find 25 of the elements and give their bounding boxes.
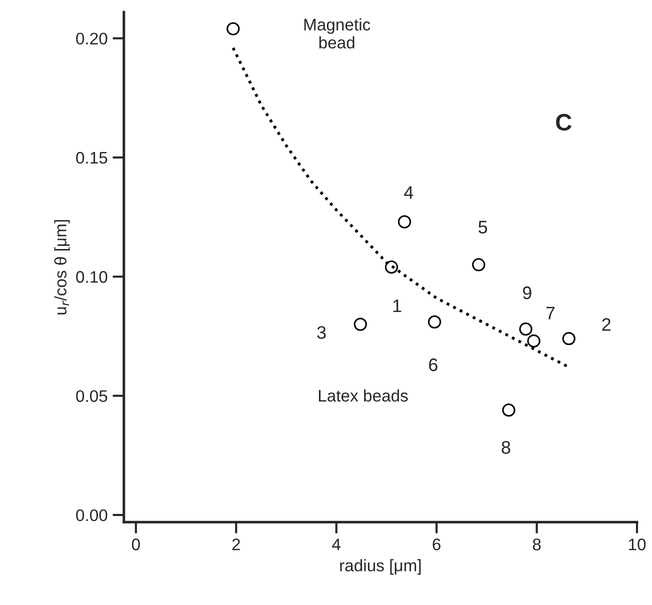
- annotation: 7: [546, 306, 555, 320]
- annotation: 9: [522, 286, 532, 300]
- y-tick-label: 0.20: [76, 32, 108, 45]
- x-tick-label: 6: [432, 538, 440, 550]
- annotation: 3: [317, 326, 326, 339]
- annotation: 1: [393, 300, 402, 312]
- annotation: 2: [602, 318, 610, 331]
- x-axis-title: radius [μm]: [340, 559, 421, 575]
- y-tick-label: 0.10: [76, 271, 108, 283]
- annotation: 4: [404, 186, 414, 199]
- annotation: Latex beads: [318, 389, 408, 402]
- x-tick-label: 10: [629, 538, 646, 550]
- annotation: Magnetic bead: [304, 18, 370, 48]
- y-tick-label: 0.00: [76, 509, 108, 522]
- annotation: C: [556, 114, 572, 131]
- x-tick-label: 2: [232, 538, 240, 550]
- x-tick-label: 4: [332, 538, 340, 550]
- annotation: 8: [502, 441, 510, 454]
- x-tick-label: 0: [132, 538, 140, 550]
- y-axis-title: u$_{r}$/cos θ [μm]: [54, 220, 70, 314]
- y-tick-label: 0.05: [76, 390, 108, 402]
- annotation: 5: [478, 220, 488, 234]
- annotation: 6: [429, 358, 438, 372]
- x-tick-label: 8: [532, 538, 541, 550]
- y-tick-label: 0.15: [76, 152, 108, 164]
